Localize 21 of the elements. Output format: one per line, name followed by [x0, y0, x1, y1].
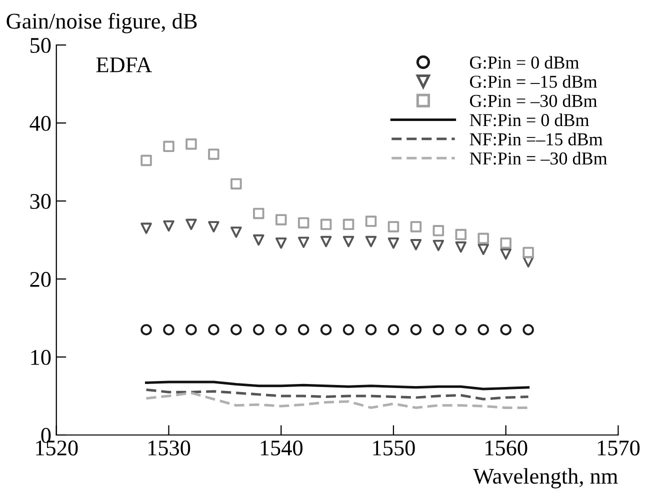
annotation: EDFA: [96, 57, 152, 72]
x-axis-title: Wavelength, nm: [473, 468, 618, 488]
legend-label: G:Pin = –15 dBm: [470, 75, 598, 88]
x-tick-label: 1550: [373, 440, 415, 456]
y-tick-label: 20: [30, 272, 51, 287]
legend-label: G:Pin = –30 dBm: [470, 94, 598, 108]
legend-label: G:Pin = 0 dBm: [470, 56, 579, 69]
x-tick-label: 1560: [486, 440, 528, 456]
legend-label: NF:Pin = –30 dBm: [470, 152, 608, 165]
legend-label: NF:Pin =–15 dBm: [470, 132, 603, 146]
legend-label: NF:Pin = 0 dBm: [470, 114, 590, 126]
x-tick-label: 1520: [36, 440, 78, 456]
x-tick-label: 1570: [598, 440, 640, 456]
y-tick-label: 50: [30, 38, 51, 53]
x-tick-label: 1540: [260, 440, 302, 456]
y-tick-label: 30: [30, 194, 51, 209]
y-axis-title: Gain/noise figure, dB: [6, 12, 197, 34]
x-tick-label: 1530: [148, 440, 190, 456]
y-tick-label: 0: [41, 428, 51, 443]
y-tick-label: 10: [31, 350, 51, 365]
y-tick-label: 40: [30, 116, 51, 131]
